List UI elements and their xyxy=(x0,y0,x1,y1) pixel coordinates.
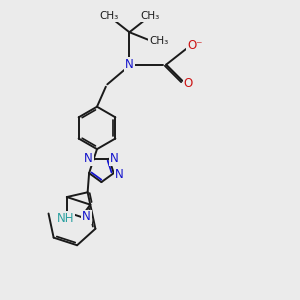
Text: CH₃: CH₃ xyxy=(140,11,160,21)
Text: N: N xyxy=(115,168,123,181)
Text: NH: NH xyxy=(57,212,74,225)
Text: N: N xyxy=(84,152,93,165)
Text: N: N xyxy=(82,211,91,224)
Text: CH₃: CH₃ xyxy=(149,36,169,46)
Text: CH₃: CH₃ xyxy=(99,11,119,21)
Text: O: O xyxy=(184,77,193,90)
Text: O⁻: O⁻ xyxy=(187,39,203,52)
Text: N: N xyxy=(125,58,134,71)
Text: N: N xyxy=(110,152,119,165)
